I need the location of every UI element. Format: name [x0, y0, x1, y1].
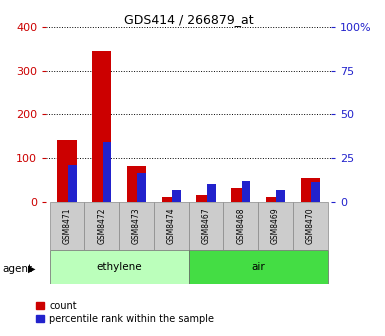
Bar [103, 142, 111, 202]
Text: GSM8468: GSM8468 [236, 208, 245, 244]
Text: GSM8469: GSM8469 [271, 208, 280, 244]
Bar [301, 177, 320, 202]
Bar [127, 166, 146, 202]
Text: ▶: ▶ [28, 264, 35, 274]
Text: GSM8473: GSM8473 [132, 208, 141, 244]
Bar [92, 51, 111, 202]
Bar [223, 202, 258, 250]
Bar [68, 165, 77, 202]
Legend: count, percentile rank within the sample: count, percentile rank within the sample [36, 301, 214, 324]
Text: GSM8467: GSM8467 [201, 208, 211, 244]
Title: GDS414 / 266879_at: GDS414 / 266879_at [124, 13, 253, 26]
Bar [57, 140, 77, 202]
Text: ethylene: ethylene [96, 262, 142, 272]
Bar [119, 202, 154, 250]
Text: agent: agent [2, 264, 32, 274]
Bar [154, 202, 189, 250]
Text: GSM8472: GSM8472 [97, 208, 106, 244]
Bar [311, 181, 320, 202]
Bar [84, 202, 119, 250]
Bar [242, 181, 250, 202]
Bar [162, 197, 181, 202]
Bar [266, 197, 285, 202]
Bar [189, 250, 328, 284]
Bar [50, 250, 189, 284]
Bar [293, 202, 328, 250]
Bar [196, 195, 216, 202]
Text: air: air [251, 262, 265, 272]
Bar [50, 202, 84, 250]
Bar [258, 202, 293, 250]
Bar [172, 190, 181, 202]
Text: GSM8470: GSM8470 [306, 208, 315, 244]
Text: GSM8471: GSM8471 [62, 208, 72, 244]
Bar [276, 190, 285, 202]
Bar [137, 173, 146, 202]
Bar [189, 202, 223, 250]
Bar [231, 188, 250, 202]
Text: GSM8474: GSM8474 [167, 208, 176, 244]
Bar [207, 184, 216, 202]
